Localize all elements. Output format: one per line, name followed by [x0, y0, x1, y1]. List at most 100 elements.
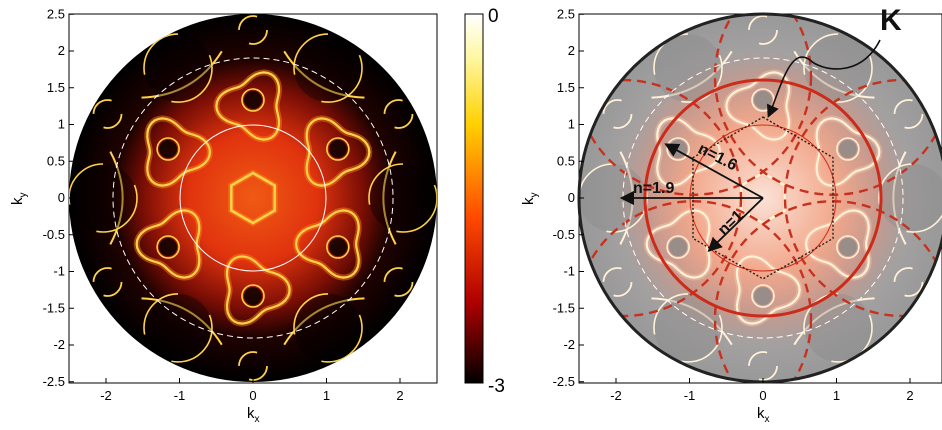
rim-crescent [893, 267, 924, 297]
pocket-core [669, 238, 688, 256]
x-tick-label: 1 [323, 388, 330, 403]
pocket-core-ring [836, 235, 860, 259]
pocket-core [838, 140, 857, 158]
y-tick-label: 0.5 [47, 153, 65, 168]
outer-arc [283, 297, 365, 346]
rim-lobe-edge [368, 163, 437, 233]
y-tick-label: -0.5 [43, 227, 65, 242]
pocket-core-ring [836, 137, 860, 161]
rim-dark-lobe [804, 34, 872, 103]
x-tick-label: 0 [759, 388, 766, 403]
outer-arc [793, 297, 875, 346]
pocket-core [838, 238, 857, 256]
rim-lobe-edge [653, 33, 723, 103]
y-tick-label: 1.5 [557, 80, 575, 95]
rim-crescent [602, 99, 633, 129]
x-tick-label: 1 [833, 388, 840, 403]
rim-dark-lobe [804, 293, 872, 362]
right-ylabel: ky [520, 193, 540, 206]
outer-arc [793, 50, 875, 99]
radius-arrow [664, 143, 764, 199]
rim-lobe-edge [803, 33, 873, 103]
right-ticks: -2 -1 0 1 2 2.5 2 1.5 1 0.5 0 -0.5 -1 -1.5 -2 -2.5 [553, 6, 914, 403]
outer-arc [651, 297, 733, 346]
rim-dark-lobe [654, 293, 722, 362]
triangular-pocket [146, 117, 212, 187]
rim-crescent [92, 99, 123, 129]
y-tick-label: 1 [568, 117, 575, 132]
y-tick-label: 2.5 [557, 6, 575, 21]
y-tick-label: -2 [53, 337, 65, 352]
y-tick-label: -2.5 [553, 374, 575, 389]
outer-arc [109, 151, 124, 245]
left-xlabel: kx [247, 405, 260, 425]
pocket-core-ring [751, 88, 775, 112]
outer-arc [892, 151, 907, 245]
central-pocket [230, 171, 276, 225]
x-tick-label: 2 [396, 388, 403, 403]
outer-arc [141, 50, 223, 99]
k-annotation-arrow [767, 39, 881, 118]
radius-arrow [707, 197, 764, 252]
rim-crescent [383, 99, 414, 129]
x-tick-label: -2 [610, 388, 622, 403]
y-tick-label: 1 [58, 117, 65, 132]
pocket-core-ring [156, 137, 180, 161]
outer-arc [141, 297, 223, 346]
brillouin-zone-hexagon [692, 116, 834, 280]
y-tick-label: 2 [568, 43, 575, 58]
rim-lobe-edge [143, 33, 213, 103]
rim-crescent [893, 99, 924, 129]
left-ticks: -2 -1 0 1 2 2.5 2 1.5 1 0.5 0 -0.5 -1 -1.5 -2 -2.5 [43, 6, 404, 403]
rim-lobe-edge [293, 33, 363, 103]
x-tick-label: -1 [684, 388, 696, 403]
dashed-arc [579, 14, 813, 196]
right-xlabel: kx [757, 405, 770, 425]
y-tick-label: -1.5 [553, 300, 575, 315]
y-tick-label: -1 [53, 264, 65, 279]
left-panel: -2 -1 0 1 2 2.5 2 1.5 1 0.5 0 -0.5 -1 -1.5 -2 -2.5 kx k… [9, 6, 438, 425]
rim-crescent [602, 267, 633, 297]
x-tick-label: 0 [249, 388, 256, 403]
y-tick-label: -1 [563, 264, 575, 279]
dashed-arc [713, 14, 942, 196]
y-tick-label: -2.5 [43, 374, 65, 389]
y-tick-label: -2 [563, 337, 575, 352]
x-tick-label: -1 [174, 388, 186, 403]
rim-dark-lobe [879, 164, 942, 232]
triangular-pocket [294, 209, 360, 279]
pocket-core-ring [326, 137, 350, 161]
rim-dark-lobe [294, 293, 362, 362]
k-label: K [880, 4, 902, 37]
pocket-core-ring [241, 284, 265, 308]
rim-dark-lobe [294, 34, 362, 103]
left-circle-n1 [179, 124, 327, 272]
rim-crescent [238, 15, 268, 45]
outer-arc [283, 50, 365, 99]
colorbar: 0 -3 [464, 6, 505, 397]
pocket-core [244, 287, 262, 305]
rim-dark-lobe [369, 164, 437, 232]
rim-lobe-edge [143, 293, 213, 363]
pocket-core [244, 91, 262, 109]
rim-dark-lobe [579, 164, 647, 232]
left-circle-n19 [112, 57, 394, 339]
y-tick-label: 2 [58, 43, 65, 58]
left-ylabel: ky [9, 193, 29, 206]
pocket-core [754, 91, 772, 109]
pocket-core [159, 140, 178, 158]
pocket-core-ring [666, 235, 690, 259]
pocket-core-ring [751, 284, 775, 308]
y-tick-label: -0.5 [553, 227, 575, 242]
right-panel: n=1.9 n=1.6 n=1 K -2 -1 0 1 22.521.510.50-0.… [520, 4, 942, 425]
triangular-pocket [804, 209, 870, 279]
y-tick-label: 0 [58, 190, 65, 205]
pocket-core [328, 140, 347, 158]
rim-lobe-edge [293, 293, 363, 363]
label-n19: n=1.9 [633, 180, 674, 197]
rim-dark-lobe [654, 34, 722, 103]
pocket-core [328, 238, 347, 256]
y-tick-label: 1.5 [47, 80, 65, 95]
rim-lobe-edge [69, 163, 138, 233]
